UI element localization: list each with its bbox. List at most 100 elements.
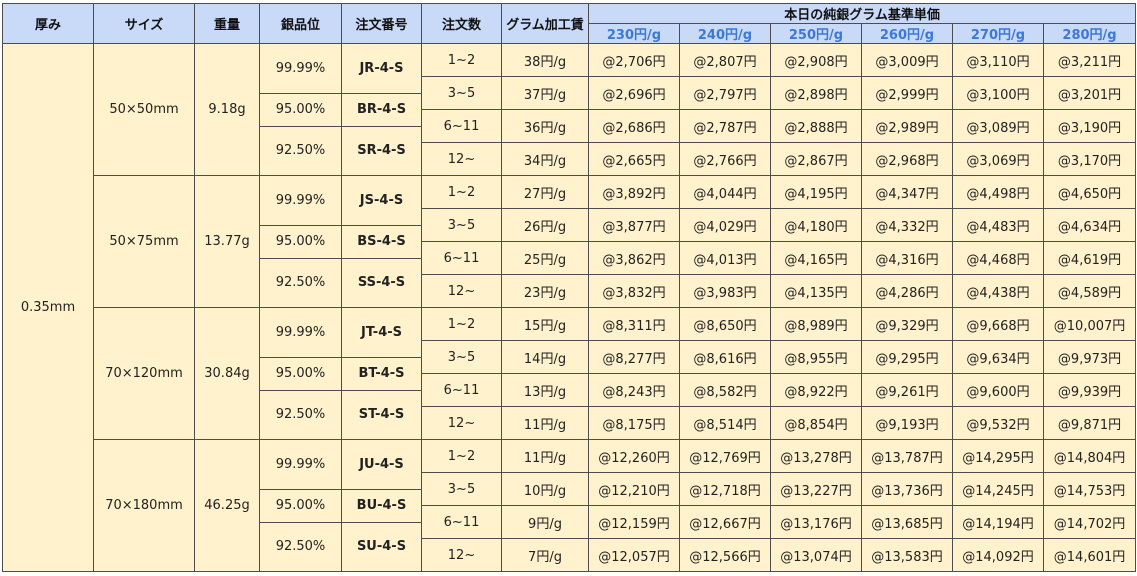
price-cell: @13,227円 [770, 472, 862, 506]
price-cell: @8,854円 [770, 406, 862, 440]
fee-cell: 9円/g [501, 505, 589, 539]
price-cell: @9,871円 [1042, 406, 1137, 440]
price-cell: @8,582円 [679, 373, 771, 407]
price-cell: @14,245円 [952, 472, 1044, 506]
table-row: 12~ 11円/g @8,175円 @8,514円 @8,854円 @9,193円 @9,5… [3, 406, 1137, 440]
order-code-link[interactable]: SS-4-S [341, 257, 422, 308]
header-weight: 重量 [194, 3, 260, 44]
purity-cell: 95.00% [259, 356, 342, 391]
price-cell: @2,908円 [770, 43, 862, 77]
price-cell: @3,110円 [952, 43, 1044, 77]
price-cell: @12,667円 [679, 505, 771, 539]
price-cell: @4,044円 [679, 175, 771, 209]
table-row: 3~5 37円/g @2,696円 @2,797円 @2,898円 @2,999円 @3,1… [3, 76, 1137, 110]
price-cell: @4,650円 [1042, 175, 1137, 209]
price-cell: @13,583円 [861, 538, 953, 572]
price-cell: @2,989円 [861, 109, 953, 143]
table-row: 95.00% BR-4-S [3, 92, 1136, 127]
price-cell: @9,193円 [861, 406, 953, 440]
order-code-link[interactable]: SR-4-S [341, 125, 422, 176]
price-cell: @12,210円 [588, 472, 680, 506]
price-cell: @4,286円 [861, 274, 953, 308]
fee-cell: 38円/g [501, 43, 589, 77]
price-cell: @4,029円 [679, 208, 771, 242]
price-cell: @2,797円 [679, 76, 771, 110]
price-cell: @14,702円 [1042, 505, 1137, 539]
order-code-link[interactable]: JU-4-S [341, 439, 422, 490]
header-order-no: 注文番号 [341, 3, 422, 44]
header-price-level: 270円/g [952, 23, 1044, 44]
price-cell: @12,260円 [588, 439, 680, 473]
size-cell: 70×180mm [93, 439, 195, 572]
purity-cell: 99.99% [259, 439, 342, 490]
qty-cell: 12~ [421, 406, 502, 440]
price-cell: @2,787円 [679, 109, 771, 143]
price-cell: @8,650円 [679, 307, 771, 341]
price-cell: @3,877円 [588, 208, 680, 242]
price-cell: @12,159円 [588, 505, 680, 539]
price-cell: @4,438円 [952, 274, 1044, 308]
table-row: 95.00% BU-4-S [3, 488, 1136, 523]
qty-cell: 3~5 [421, 208, 502, 242]
price-cell: @10,007円 [1042, 307, 1137, 341]
price-cell: @9,634円 [952, 340, 1044, 374]
table-row: 12~ 7円/g @12,057円 @12,566円 @13,074円 @13,583円 @… [3, 538, 1137, 572]
order-code-link[interactable]: JR-4-S [341, 43, 422, 94]
price-cell: @2,968円 [861, 142, 953, 176]
price-cell: @2,766円 [679, 142, 771, 176]
purity-cell: 99.99% [259, 43, 342, 94]
size-cell: 70×120mm [93, 307, 195, 440]
header-size: サイズ [93, 3, 195, 44]
size-cell: 50×75mm [93, 175, 195, 308]
price-cell: @3,832円 [588, 274, 680, 308]
order-code-link[interactable]: BT-4-S [341, 356, 422, 391]
price-cell: @13,278円 [770, 439, 862, 473]
order-code-link[interactable]: BU-4-S [341, 488, 422, 523]
table-row: 3~5 10円/g @12,210円 @12,718円 @13,227円 @13,736円… [3, 472, 1137, 506]
price-cell: @8,175円 [588, 406, 680, 440]
price-cell: @8,514円 [679, 406, 771, 440]
purity-cell: 95.00% [259, 224, 342, 259]
price-cell: @9,939円 [1042, 373, 1137, 407]
price-cell: @8,616円 [679, 340, 771, 374]
weight-cell: 9.18g [194, 43, 260, 176]
fee-cell: 11円/g [501, 439, 589, 473]
price-cell: @2,686円 [588, 109, 680, 143]
price-cell: @4,165円 [770, 241, 862, 275]
order-code-link[interactable]: ST-4-S [341, 389, 422, 440]
header-row: 厚み サイズ 重量 銀品位 注文番号 注文数 グラム加工賃 本日の純銀グラム基準… [2, 3, 1137, 44]
order-code-link[interactable]: BR-4-S [341, 92, 422, 127]
price-cell: @3,892円 [588, 175, 680, 209]
qty-cell: 3~5 [421, 472, 502, 506]
fee-cell: 13円/g [501, 373, 589, 407]
price-cell: @4,619円 [1042, 241, 1137, 275]
table-row: 6~11 25円/g @3,862円 @4,013円 @4,165円 @4,316円 @4,… [3, 241, 1137, 275]
order-code-link[interactable]: BS-4-S [341, 224, 422, 259]
order-code-link[interactable]: JT-4-S [341, 307, 422, 358]
order-code-link[interactable]: SU-4-S [341, 521, 422, 572]
price-cell: @4,483円 [952, 208, 1044, 242]
qty-cell: 3~5 [421, 76, 502, 110]
price-cell: @13,685円 [861, 505, 953, 539]
price-cell: @2,696円 [588, 76, 680, 110]
table-row: 6~11 9円/g @12,159円 @12,667円 @13,176円 @13,685円… [3, 505, 1137, 539]
price-cell: @3,201円 [1042, 76, 1137, 110]
table-row: 92.50% SR-4-S [3, 125, 1136, 176]
header-thickness: 厚み [2, 3, 94, 44]
table-row: 6~11 36円/g @2,686円 @2,787円 @2,888円 @2,989円 @3,… [3, 109, 1137, 143]
order-code-link[interactable]: JS-4-S [341, 175, 422, 226]
price-cell: @2,999円 [861, 76, 953, 110]
price-cell: @4,135円 [770, 274, 862, 308]
price-cell: @12,718円 [679, 472, 771, 506]
fee-cell: 11円/g [501, 406, 589, 440]
table-row: 0.35mm 50×50mm 9.18g 99.99% JR-4-S 1~2 38円/g @2… [2, 43, 1137, 572]
price-cell: @3,862円 [588, 241, 680, 275]
qty-cell: 3~5 [421, 340, 502, 374]
fee-cell: 34円/g [501, 142, 589, 176]
price-cell: @9,532円 [952, 406, 1044, 440]
header-price-level: 230円/g [588, 23, 680, 44]
purity-cell: 92.50% [259, 521, 342, 572]
price-cell: @9,329円 [861, 307, 953, 341]
price-cell: @3,211円 [1042, 43, 1137, 77]
price-cell: @14,804円 [1042, 439, 1137, 473]
